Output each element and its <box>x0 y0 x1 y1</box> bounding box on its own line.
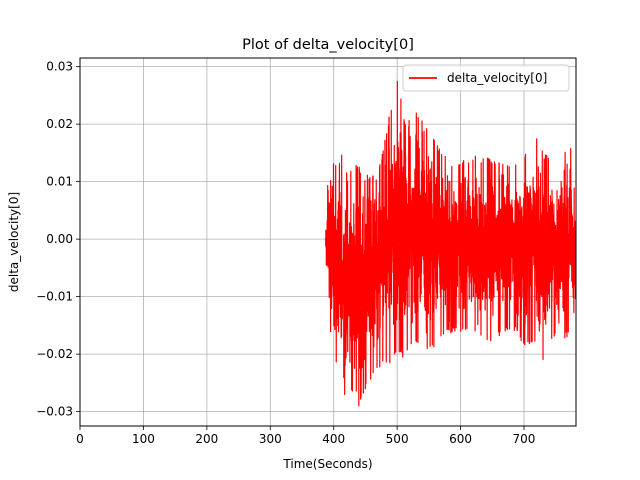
x-tick-label: 400 <box>322 432 345 446</box>
y-axis: −0.03 −0.02 −0.01 0.00 0.01 0.02 0.03 <box>36 60 80 419</box>
y-tick-label: 0.00 <box>46 232 73 246</box>
x-tick-label: 200 <box>195 432 218 446</box>
x-tick-label: 0 <box>76 432 84 446</box>
y-tick-label: 0.03 <box>46 60 73 74</box>
x-axis-label: Time(Seconds) <box>282 457 372 471</box>
x-tick-label: 700 <box>513 432 536 446</box>
x-tick-label: 500 <box>386 432 409 446</box>
plot-frame <box>79 57 577 427</box>
legend-label: delta_velocity[0] <box>447 71 547 85</box>
y-tick-label: 0.01 <box>46 175 73 189</box>
y-tick-label: −0.01 <box>36 290 73 304</box>
y-axis-label: delta_velocity[0] <box>7 192 21 292</box>
y-tick-label: 0.02 <box>46 117 73 131</box>
x-tick-label: 300 <box>259 432 282 446</box>
plot-area <box>324 80 576 407</box>
legend-box <box>402 64 570 92</box>
y-tick-label: −0.02 <box>36 347 73 361</box>
chart-title: Plot of delta_velocity[0] <box>242 37 414 53</box>
x-tick-label: 100 <box>132 432 155 446</box>
series-line-delta-velocity-0 <box>324 80 576 407</box>
x-tick-label: 600 <box>449 432 472 446</box>
series-group <box>324 80 576 407</box>
x-axis: 0 100 200 300 400 500 600 700 <box>76 426 535 446</box>
y-tick-label: −0.03 <box>36 405 73 419</box>
legend: delta_velocity[0] <box>402 64 570 92</box>
